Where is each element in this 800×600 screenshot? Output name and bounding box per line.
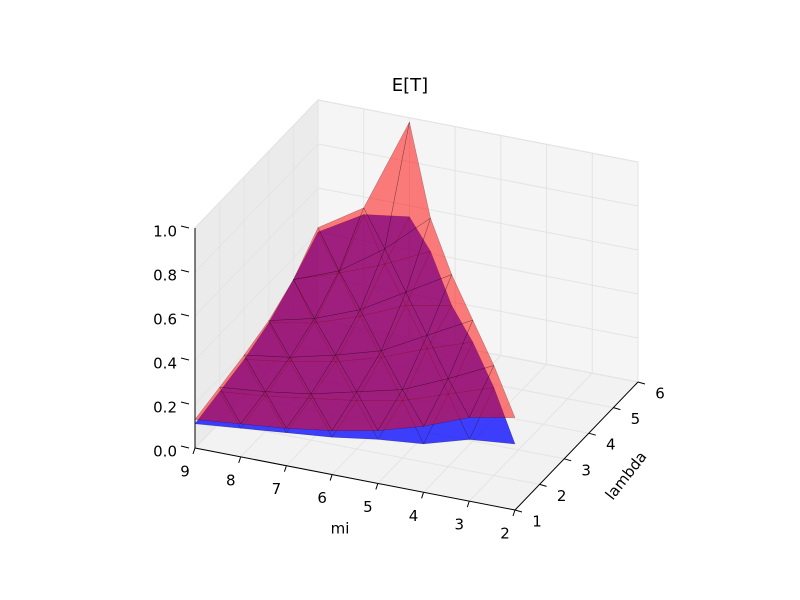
grid-line	[194, 99, 319, 229]
surface-facet	[469, 365, 516, 418]
axis-line	[514, 381, 639, 511]
grid-line	[219, 421, 540, 485]
x-tick-label: 2	[500, 525, 510, 543]
y-tick-label: 5	[631, 410, 641, 428]
axis-line	[194, 447, 516, 511]
y-tick-label: 3	[581, 461, 591, 479]
tick-mark	[180, 445, 190, 449]
chart-title: E[T]	[392, 75, 428, 96]
surface-facet	[377, 389, 424, 431]
z-tick-label: 0.8	[153, 267, 177, 285]
surface-facet	[240, 391, 287, 429]
x-tick-label: 3	[455, 516, 465, 534]
z-tick-label: 0.4	[153, 355, 177, 373]
x-tick-label: 7	[272, 480, 282, 498]
surface-facet	[331, 391, 379, 431]
grid-line	[468, 372, 593, 502]
tick-mark	[180, 313, 190, 317]
tick-mark	[180, 225, 190, 229]
tick-mark	[421, 492, 425, 499]
y-tick-label: 1	[532, 513, 542, 531]
tick-mark	[180, 401, 190, 405]
x-axis-label: mi	[331, 520, 350, 538]
x-tick-label: 5	[363, 498, 373, 516]
tick-mark	[375, 483, 379, 490]
surface-facet	[423, 378, 470, 427]
tick-mark	[539, 483, 547, 487]
tick-mark	[466, 500, 470, 508]
tick-mark	[180, 269, 190, 273]
y-axis-label: lambda	[602, 448, 651, 503]
y-tick-label: 6	[655, 385, 665, 403]
tick-mark	[238, 456, 242, 464]
x-tick-label: 4	[409, 507, 419, 525]
surface-facet	[194, 386, 241, 425]
grid-line	[317, 143, 639, 207]
y-tick-label: 4	[606, 436, 616, 454]
tick-mark	[283, 465, 287, 472]
tick-mark	[637, 381, 646, 385]
grid-line	[194, 187, 319, 317]
grid-line	[194, 231, 319, 361]
tick-mark	[192, 447, 196, 455]
tick-mark	[329, 474, 333, 481]
tick-mark	[588, 432, 596, 436]
grid-line	[194, 143, 319, 273]
tick-mark	[514, 509, 523, 513]
surface-facet	[286, 393, 333, 431]
tick-mark	[564, 458, 572, 462]
x-tick-label: 6	[317, 489, 327, 507]
grid-line	[317, 99, 639, 163]
z-tick-label: 0.0	[153, 443, 177, 461]
z-tick-label: 0.6	[153, 311, 177, 329]
x-tick-label: 8	[226, 471, 236, 489]
z-tick-label: 0.2	[153, 399, 177, 417]
tick-mark	[180, 357, 190, 361]
tick-mark	[512, 509, 516, 517]
tick-mark	[613, 407, 621, 411]
x-tick-label: 9	[180, 463, 190, 481]
z-tick-label: 1.0	[153, 223, 177, 241]
y-tick-label: 2	[557, 487, 567, 505]
